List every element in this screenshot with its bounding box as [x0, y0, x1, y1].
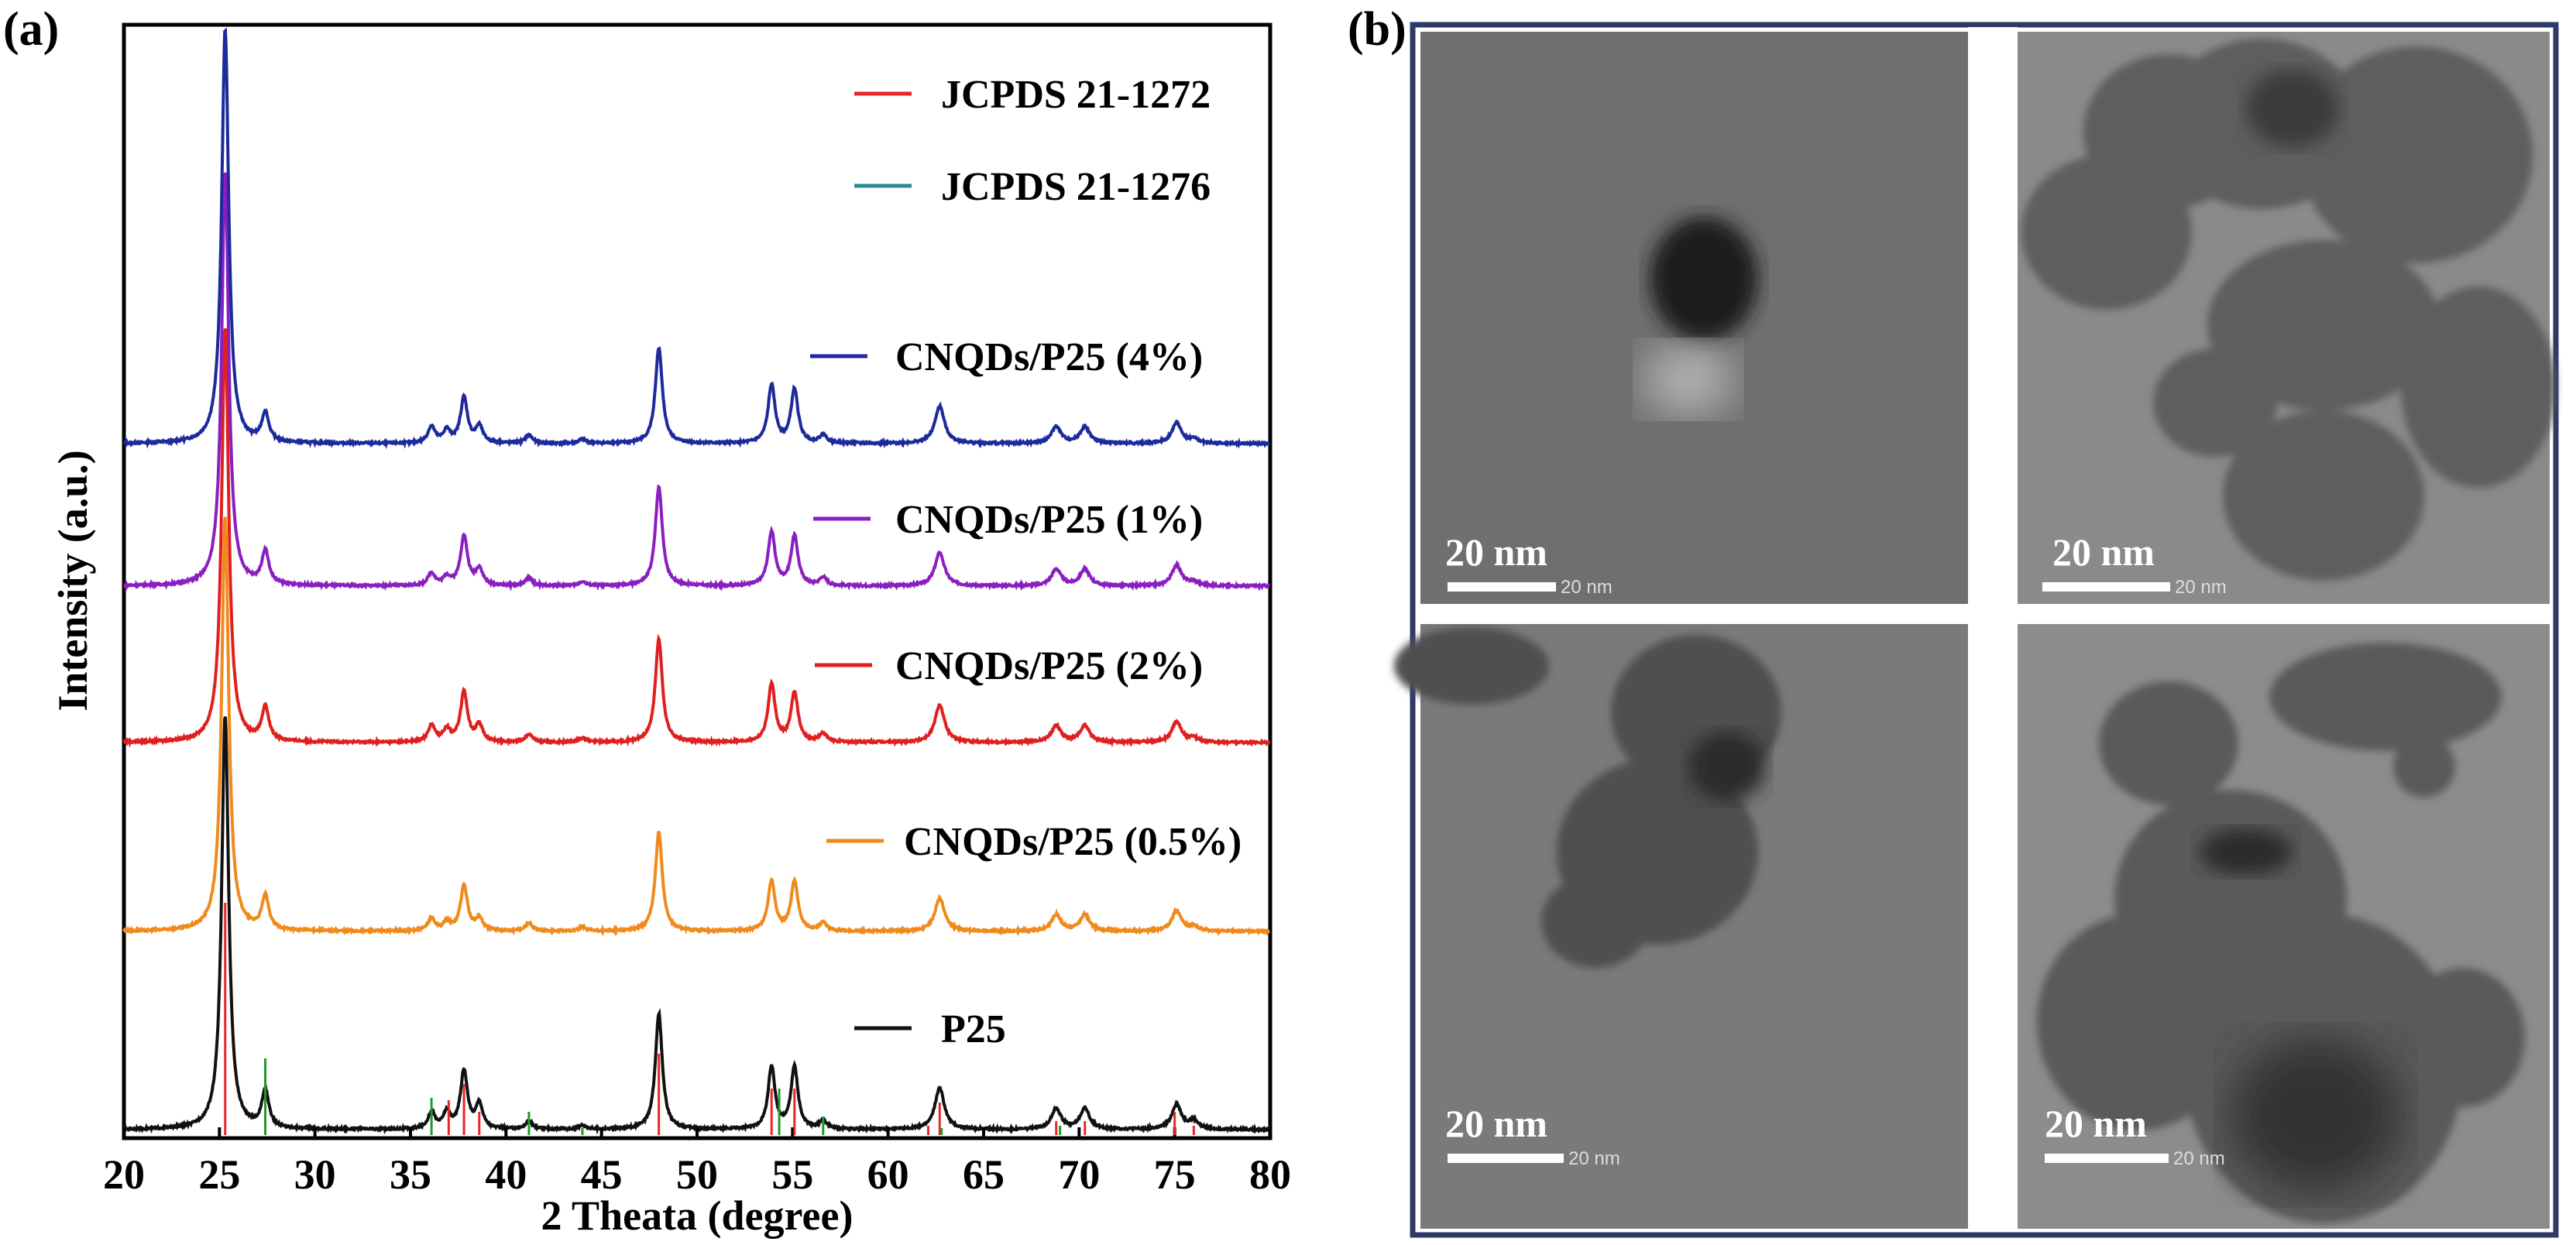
series-line-1: [122, 172, 1271, 592]
scale-bar-small-label: 20 nm: [1568, 1148, 1620, 1169]
scale-bar-label: 20 nm: [1445, 530, 1547, 574]
x-tick-label: 25: [198, 1151, 240, 1198]
xrd-traces: [122, 27, 1272, 1135]
x-tick-label: 35: [390, 1151, 431, 1198]
scale-bar-top-left: 20 nm 20 nm: [1445, 530, 1613, 598]
panel-b-label: (b): [1348, 3, 1406, 56]
legend-label: JCPDS 21-1272: [941, 73, 1211, 117]
x-axis-label: 2 Theata (degree): [541, 1192, 854, 1239]
x-tick-label: 65: [963, 1151, 1005, 1198]
scale-bar-label: 20 nm: [1445, 1102, 1547, 1145]
nanoparticle: [1650, 217, 1758, 341]
x-tick-label: 50: [676, 1151, 718, 1198]
y-axis-label: Intensity (a.u.): [50, 450, 96, 712]
panel-a-label: (a): [3, 3, 59, 56]
tem-images: 20 nm 20 nm 20 nm 20 nm 20 nm 20 nm 20 n…: [1394, 22, 2559, 1238]
legend-label: P25: [941, 1007, 1006, 1051]
legend-label: CNQDs/P25 (2%): [895, 644, 1203, 688]
legend-label: CNQDs/P25 (1%): [895, 498, 1203, 542]
x-tick-label: 55: [771, 1151, 813, 1198]
xrd-chart: 20 25 30 35 40 45 50 55 60 65 70 75 80 JCPDS 21-1272…: [50, 22, 1291, 1239]
x-tick-label: 80: [1249, 1151, 1291, 1198]
tem-image-top-left: [1420, 32, 1968, 604]
series-line-3: [122, 516, 1270, 937]
scale-bar-top-right: 20 nm 20 nm: [2042, 530, 2227, 598]
reference-lines: [224, 903, 1195, 1135]
tem-image-bottom-right: [2018, 624, 2550, 1229]
series-line-4: [122, 716, 1272, 1135]
x-tick-label: 40: [485, 1151, 527, 1198]
x-tick-label: 75: [1154, 1151, 1196, 1198]
x-tick-label: 30: [294, 1151, 336, 1198]
x-tick-label: 70: [1058, 1151, 1100, 1198]
scale-bar-small-label: 20 nm: [2173, 1148, 2225, 1169]
scale-bar-label: 20 nm: [2045, 1102, 2147, 1145]
tem-image-top-right: [2018, 32, 2556, 604]
scale-bar-small-label: 20 nm: [2175, 577, 2227, 598]
scale-bar-bottom-right: 20 nm 20 nm: [2045, 1102, 2225, 1169]
legend-label: JCPDS 21-1276: [941, 165, 1211, 209]
x-tick-label: 45: [581, 1151, 623, 1198]
legend-label: CNQDs/P25 (4%): [895, 335, 1203, 379]
x-axis-ticks: 20 25 30 35 40 45 50 55 60 65 70 75 80: [103, 1127, 1291, 1198]
series-line-0: [123, 27, 1270, 450]
scale-bar-small-label: 20 nm: [1561, 577, 1613, 598]
scale-bar-bottom-left: 20 nm 20 nm: [1445, 1102, 1620, 1169]
x-tick-label: 20: [103, 1151, 145, 1198]
tem-image-bottom-left: [1394, 624, 1968, 1229]
legend-label: CNQDs/P25 (0.5%): [904, 820, 1242, 864]
x-tick-label: 60: [867, 1151, 909, 1198]
scale-bar-label: 20 nm: [2052, 530, 2155, 574]
legend: JCPDS 21-1272 JCPDS 21-1276 CNQDs/P25 (4%)…: [810, 73, 1242, 1051]
series-line-2: [122, 328, 1271, 748]
